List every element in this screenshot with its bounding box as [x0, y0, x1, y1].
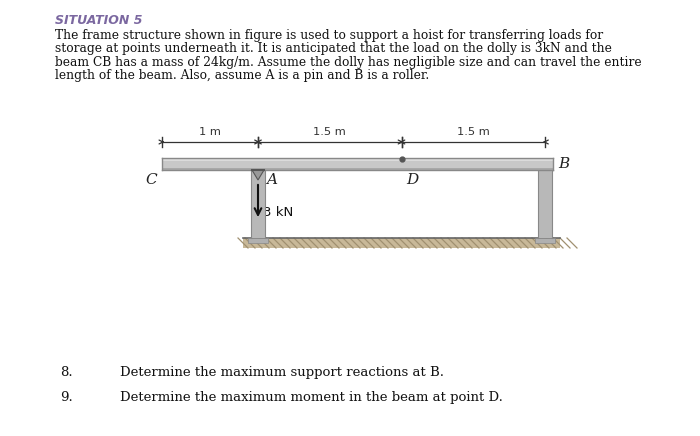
Bar [535, 238, 555, 243]
Polygon shape [252, 170, 264, 180]
Text: length of the beam. Also, assume A is a pin and B is a roller.: length of the beam. Also, assume A is a … [55, 69, 429, 82]
Text: Determine the maximum moment in the beam at point D.: Determine the maximum moment in the beam… [120, 391, 503, 404]
Text: 1.5 m: 1.5 m [457, 127, 489, 137]
Text: 9.: 9. [60, 391, 73, 404]
Text: B: B [558, 157, 569, 171]
Text: 1.5 m: 1.5 m [314, 127, 346, 137]
Bar [243, 238, 560, 248]
Text: Determine the maximum support reactions at B.: Determine the maximum support reactions … [120, 366, 444, 379]
Bar [248, 238, 268, 243]
Text: SITUATION 5: SITUATION 5 [55, 14, 143, 27]
Text: The frame structure shown in figure is used to support a hoist for transferring : The frame structure shown in figure is u… [55, 29, 603, 42]
Text: 8.: 8. [60, 366, 73, 379]
Text: A: A [266, 173, 277, 187]
Bar [162, 158, 553, 161]
Text: D: D [407, 173, 419, 187]
Bar [162, 158, 553, 170]
Bar [538, 170, 552, 238]
Text: beam CB has a mass of 24kg/m. Assume the dolly has negligible size and can trave: beam CB has a mass of 24kg/m. Assume the… [55, 56, 642, 69]
Text: 1 m: 1 m [199, 127, 221, 137]
Text: 3 kN: 3 kN [263, 205, 293, 218]
Text: C: C [146, 173, 158, 187]
Bar [162, 168, 553, 170]
Text: storage at points underneath it. It is anticipated that the load on the dolly is: storage at points underneath it. It is a… [55, 42, 612, 55]
Bar [251, 170, 265, 238]
